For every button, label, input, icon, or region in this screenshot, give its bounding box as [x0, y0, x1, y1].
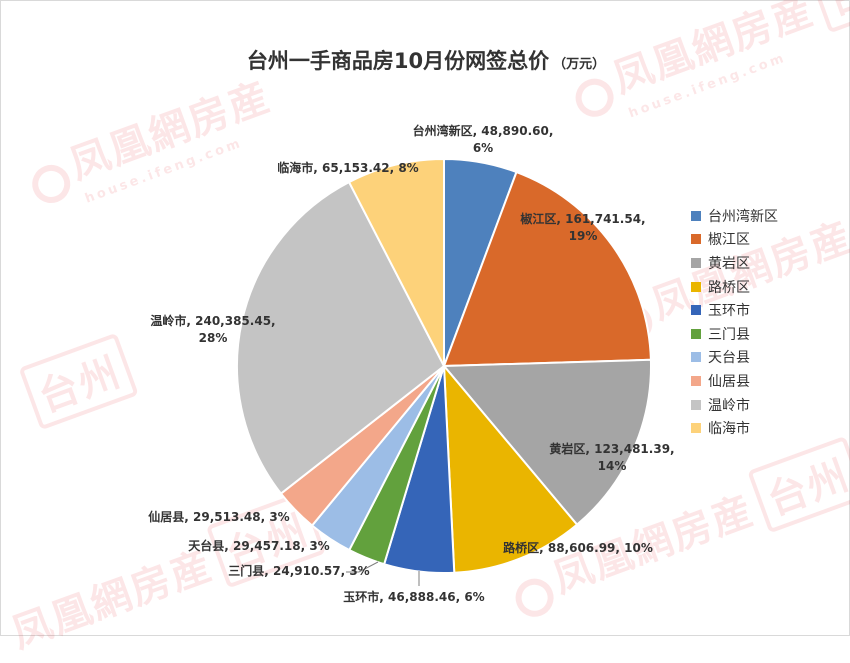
data-label-4: 玉环市, 46,888.46, 6%: [343, 589, 484, 604]
legend-label: 椒江区: [708, 232, 750, 249]
legend-item-9: 临海市: [691, 416, 778, 440]
legend-label: 临海市: [708, 421, 750, 438]
pie-slice-3: [442, 363, 579, 574]
legend-swatch: [691, 328, 701, 339]
legend-swatch: [691, 210, 701, 221]
legend-item-1: 椒江区: [691, 228, 778, 252]
pie-chart: 台州湾新区, 48,890.60, 6% 椒江区, 161,741.54, 19% 黄岩…: [148, 123, 674, 604]
legend-item-6: 天台县: [691, 346, 778, 370]
legend-swatch: [691, 423, 701, 434]
legend: 台州湾新区椒江区黄岩区路桥区玉环市三门县天台县仙居县温岭市临海市: [691, 204, 778, 440]
data-label-7: 仙居县, 29,513.48, 3%: [148, 509, 289, 524]
pie-slice-1: [442, 170, 652, 368]
legend-label: 天台县: [708, 350, 750, 367]
legend-swatch: [691, 375, 701, 386]
data-label-8: 温岭市, 240,385.45, 28%: [150, 313, 275, 345]
chart-title: 台州一手商品房10月份网签总价 （万元）: [1, 45, 850, 75]
chart-title-text: 台州一手商品房10月份网签总价: [246, 49, 550, 73]
data-label-9: 临海市, 65,153.42, 8%: [277, 160, 418, 175]
legend-swatch: [691, 281, 701, 292]
data-label-3: 路桥区, 88,606.99, 10%: [503, 540, 653, 555]
legend-label: 三门县: [708, 326, 750, 343]
legend-swatch: [691, 399, 701, 410]
legend-item-0: 台州湾新区: [691, 204, 778, 228]
legend-item-2: 黄岩区: [691, 251, 778, 275]
pie-slice-9: [347, 157, 445, 367]
data-label-6: 天台县, 29,457.18, 3%: [188, 538, 329, 553]
legend-label: 温岭市: [708, 397, 750, 414]
chart-title-unit: （万元）: [553, 57, 606, 72]
legend-item-3: 路桥区: [691, 275, 778, 299]
legend-item-7: 仙居县: [691, 369, 778, 393]
leader-lines: [346, 561, 420, 586]
legend-swatch: [691, 352, 701, 363]
legend-item-8: 温岭市: [691, 393, 778, 417]
legend-item-5: 三门县: [691, 322, 778, 346]
legend-label: 仙居县: [708, 373, 750, 390]
pie-slice-2: [441, 358, 652, 527]
data-label-2: 黄岩区, 123,481.39, 14%: [549, 441, 674, 473]
legend-item-4: 玉环市: [691, 298, 778, 322]
data-label-1: 椒江区, 161,741.54, 19%: [520, 211, 645, 243]
leader-line-5: [346, 561, 379, 573]
legend-label: 台州湾新区: [708, 208, 778, 225]
data-label-0: 台州湾新区, 48,890.60, 6%: [413, 123, 554, 155]
legend-label: 玉环市: [708, 303, 750, 320]
legend-swatch: [691, 257, 701, 268]
data-labels: 台州湾新区, 48,890.60, 6% 椒江区, 161,741.54, 19% 黄岩…: [148, 123, 674, 604]
pie-slices: [236, 157, 652, 574]
data-label-5: 三门县, 24,910.57, 3%: [228, 563, 369, 578]
legend-swatch: [691, 234, 701, 245]
legend-swatch: [691, 305, 701, 316]
pie-slice-8: [236, 180, 446, 495]
legend-label: 黄岩区: [708, 255, 750, 272]
legend-label: 路桥区: [708, 279, 750, 296]
